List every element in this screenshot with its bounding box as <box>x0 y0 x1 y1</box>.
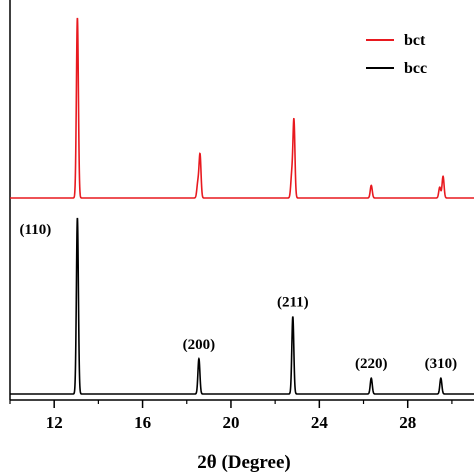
series-line-bcc <box>10 217 474 395</box>
peak-label: (310) <box>425 356 458 372</box>
peak-label: (220) <box>355 356 388 372</box>
peak-label: (211) <box>277 295 309 311</box>
x-tick-label: 24 <box>311 413 329 432</box>
series-line-bct <box>10 17 474 199</box>
x-tick-label: 28 <box>399 413 416 432</box>
x-tick-label: 12 <box>46 413 63 432</box>
x-axis-title: 2θ (Degree) <box>197 452 290 473</box>
x-tick-label: 20 <box>222 413 239 432</box>
peak-label: (110) <box>20 222 52 238</box>
legend-label-bcc: bcc <box>404 60 427 77</box>
x-tick-label: 16 <box>134 413 151 432</box>
peak-label: (200) <box>183 337 216 353</box>
legend-label-bct: bct <box>404 32 426 49</box>
